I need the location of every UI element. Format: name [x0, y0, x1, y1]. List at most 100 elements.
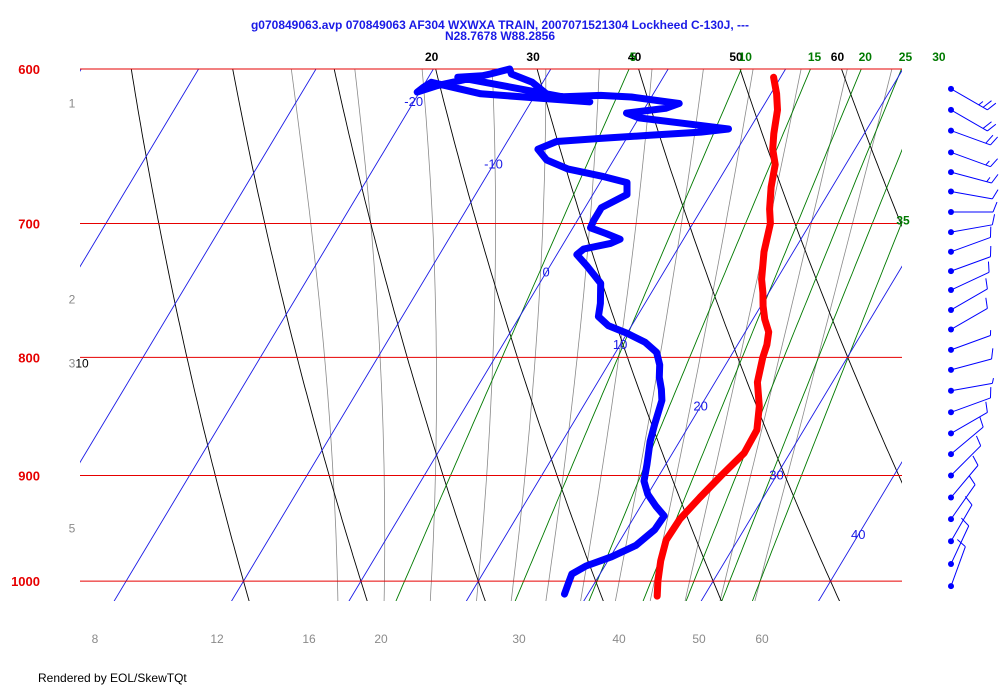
wind-barb-feather: [985, 278, 988, 290]
dewpoint-point: [428, 79, 435, 86]
wind-barb-feather: [990, 136, 999, 146]
dry-adiabat-line: [841, 69, 902, 228]
dewpoint-point: [487, 71, 494, 78]
isotherm-line: [818, 461, 902, 601]
wind-barb-feather: [975, 435, 982, 447]
wind-barb-half-feather: [991, 378, 994, 384]
moist-adiabat-line: [684, 69, 802, 601]
dewpoint-point: [477, 90, 484, 97]
wind-barb-feather: [964, 496, 973, 506]
moist-adiabat-label: 20: [374, 632, 388, 646]
isotherm-line: [913, 0, 1000, 640]
chart-title: g070849063.avp 070849063 AF304 WXWXA TRA…: [250, 18, 750, 32]
wind-barb-staff: [950, 171, 992, 184]
moist-adiabat-label: 8: [92, 632, 99, 646]
moist-adiabat-label: 30: [512, 632, 526, 646]
chart-subtitle-location: N28.7678 W88.2856: [444, 29, 556, 43]
wind-barb-feather: [991, 174, 999, 184]
moist-adiabat-line: [510, 69, 547, 601]
mixing-ratio-line: [685, 69, 902, 601]
isotherm-line: [583, 69, 902, 601]
isotherm-line: [80, 69, 200, 268]
wind-barb-staff: [950, 271, 990, 291]
pressure-label: 1000: [11, 574, 40, 589]
pressure-label: 800: [18, 350, 40, 365]
isotherm-label: 20: [693, 398, 707, 413]
isotherm-line: [700, 265, 902, 601]
moist-adiabat-side-label: 1: [69, 96, 76, 110]
isotherm-line: [348, 69, 669, 601]
wind-barb-staff: [950, 288, 988, 311]
mixing-ratio-label: 15: [808, 50, 822, 64]
isotherm-label: 30: [769, 468, 783, 483]
wind-barb-staff: [950, 411, 988, 434]
isotherm-label: 0: [543, 264, 550, 279]
wind-barb-feather: [987, 261, 990, 273]
dry-adiabat-label: 20: [425, 50, 439, 64]
mixing-ratio-line: [721, 148, 902, 601]
dry-adiabat-side-label: 10: [75, 357, 89, 371]
wind-barb-staff: [950, 88, 988, 111]
moist-adiabat-side-label: 5: [69, 522, 76, 536]
mixing-ratio-side-label: 35: [896, 214, 910, 228]
sounding-traces: [413, 65, 781, 600]
dewpoint-point: [586, 98, 593, 105]
dewpoint-point: [414, 89, 421, 96]
wind-barb-feather: [987, 123, 997, 132]
wind-barb-feather: [979, 416, 984, 428]
moist-adiabat-side-label: 3: [69, 357, 76, 371]
isotherm-line: [80, 69, 82, 72]
wind-barb-feather: [961, 517, 970, 527]
wind-barb-staff: [950, 191, 993, 200]
mixing-ratio-label: 30: [932, 50, 946, 64]
isotherm-line: [0, 0, 5, 640]
wind-barb-feather: [972, 455, 979, 466]
wind-barb-staff: [950, 465, 979, 498]
wind-barb-staff: [950, 236, 991, 253]
mixing-ratio-label: 25: [899, 50, 913, 64]
wind-barb-staff: [950, 484, 976, 520]
moist-adiabat-label: 12: [210, 632, 224, 646]
wind-barb-feather: [991, 189, 999, 200]
wind-barb-staff: [950, 504, 973, 542]
dry-adiabat-label: 40: [628, 50, 642, 64]
mixing-ratio-line: [514, 69, 742, 601]
wind-barbs: [948, 85, 999, 590]
dewpoint-point: [506, 66, 513, 72]
moist-adiabat-line: [354, 69, 386, 601]
dewpoint-point: [434, 82, 441, 89]
wind-barb-staff: [950, 308, 988, 330]
wind-barb-staff: [950, 397, 991, 413]
moist-adiabat-line: [476, 69, 497, 601]
wind-barb-feather: [990, 158, 999, 168]
axis-labels: 600 700 800 900 1000 -20 -10 0 10 20 30 40 20 30 40 50 6…: [11, 50, 946, 646]
dry-adiabat-line: [130, 69, 250, 601]
dewpoint-point: [454, 74, 461, 81]
dewpoint-trace: [413, 65, 732, 598]
moist-adiabat-line: [421, 69, 437, 601]
wind-barb-feather: [985, 401, 988, 413]
isotherm-line: [465, 69, 787, 601]
isotherm-line: [113, 69, 434, 601]
dry-adiabat-label: 60: [831, 50, 845, 64]
isotherm-label: -20: [404, 94, 423, 109]
wind-barb-feather: [982, 100, 992, 108]
isotherm-label: 10: [613, 337, 627, 352]
wind-barb-staff: [950, 151, 991, 168]
dry-adiabat-line: [232, 69, 368, 601]
wind-barb-staff: [950, 358, 992, 371]
mixing-ratio-label: 5: [630, 50, 637, 64]
moist-adiabat-line: [754, 69, 893, 601]
wind-barb-staff: [950, 224, 993, 233]
wind-barb-feather: [985, 297, 988, 309]
moist-adiabat-label: 16: [302, 632, 316, 646]
dry-adiabat-line: [739, 69, 902, 484]
wind-barb-feather: [987, 102, 997, 111]
wind-barb-staff: [950, 445, 982, 476]
wind-barb-feather: [985, 134, 994, 144]
wind-barb-feather: [957, 539, 966, 548]
isobars: [80, 68, 902, 582]
mixing-ratio-lines: [395, 69, 902, 601]
isotherm-label: 40: [851, 527, 865, 542]
